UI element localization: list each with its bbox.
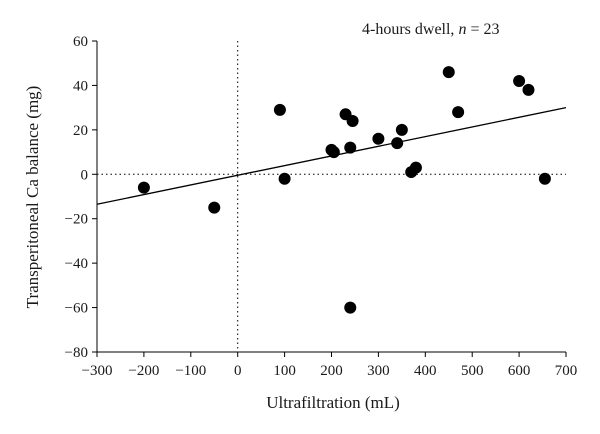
x-tick-label: −300 (82, 363, 113, 379)
annotation-prefix: 4-hours dwell, (362, 21, 458, 38)
data-point (513, 74, 526, 87)
x-axis-title: Ultrafiltration (mL) (266, 393, 400, 412)
data-point (391, 137, 404, 150)
x-tick-label: 600 (508, 363, 531, 379)
data-point (452, 106, 465, 119)
y-tick-label: 20 (73, 123, 88, 139)
y-tick-label: 0 (81, 167, 89, 183)
data-point (538, 172, 551, 185)
annotation-n: n (458, 21, 466, 38)
data-point (409, 161, 422, 174)
y-tick-label: 40 (73, 78, 88, 94)
y-tick-label: −40 (65, 256, 88, 272)
x-tick-label: −100 (175, 363, 206, 379)
data-point (372, 132, 385, 145)
data-point (344, 301, 357, 314)
y-tick-label: 60 (73, 34, 88, 50)
data-point (522, 83, 535, 96)
data-point (208, 201, 221, 214)
data-point (346, 114, 359, 127)
data-points (137, 66, 551, 314)
x-tick-label: 200 (320, 363, 343, 379)
x-tick-label: 0 (234, 363, 242, 379)
y-tick-label: −20 (65, 212, 88, 228)
reference-lines (97, 41, 566, 352)
y-tick-label: −60 (65, 301, 88, 317)
data-point (442, 66, 455, 79)
y-tick-label: −80 (65, 345, 88, 361)
x-tick-label: 700 (555, 363, 578, 379)
x-tick-label: 100 (273, 363, 296, 379)
annotation-suffix: = 23 (466, 21, 499, 38)
x-tick-label: −200 (128, 363, 159, 379)
data-point (278, 172, 291, 185)
chart-annotation: 4-hours dwell, n = 23 (362, 21, 499, 38)
x-tick-label: 300 (367, 363, 390, 379)
data-point (327, 146, 340, 159)
data-point (344, 141, 357, 154)
x-tick-label: 400 (414, 363, 437, 379)
y-axis-title: Transperitoneal Ca balance (mg) (23, 86, 42, 309)
data-point (395, 123, 408, 136)
data-point (273, 103, 286, 116)
data-point (137, 181, 150, 194)
x-tick-label: 500 (461, 363, 484, 379)
